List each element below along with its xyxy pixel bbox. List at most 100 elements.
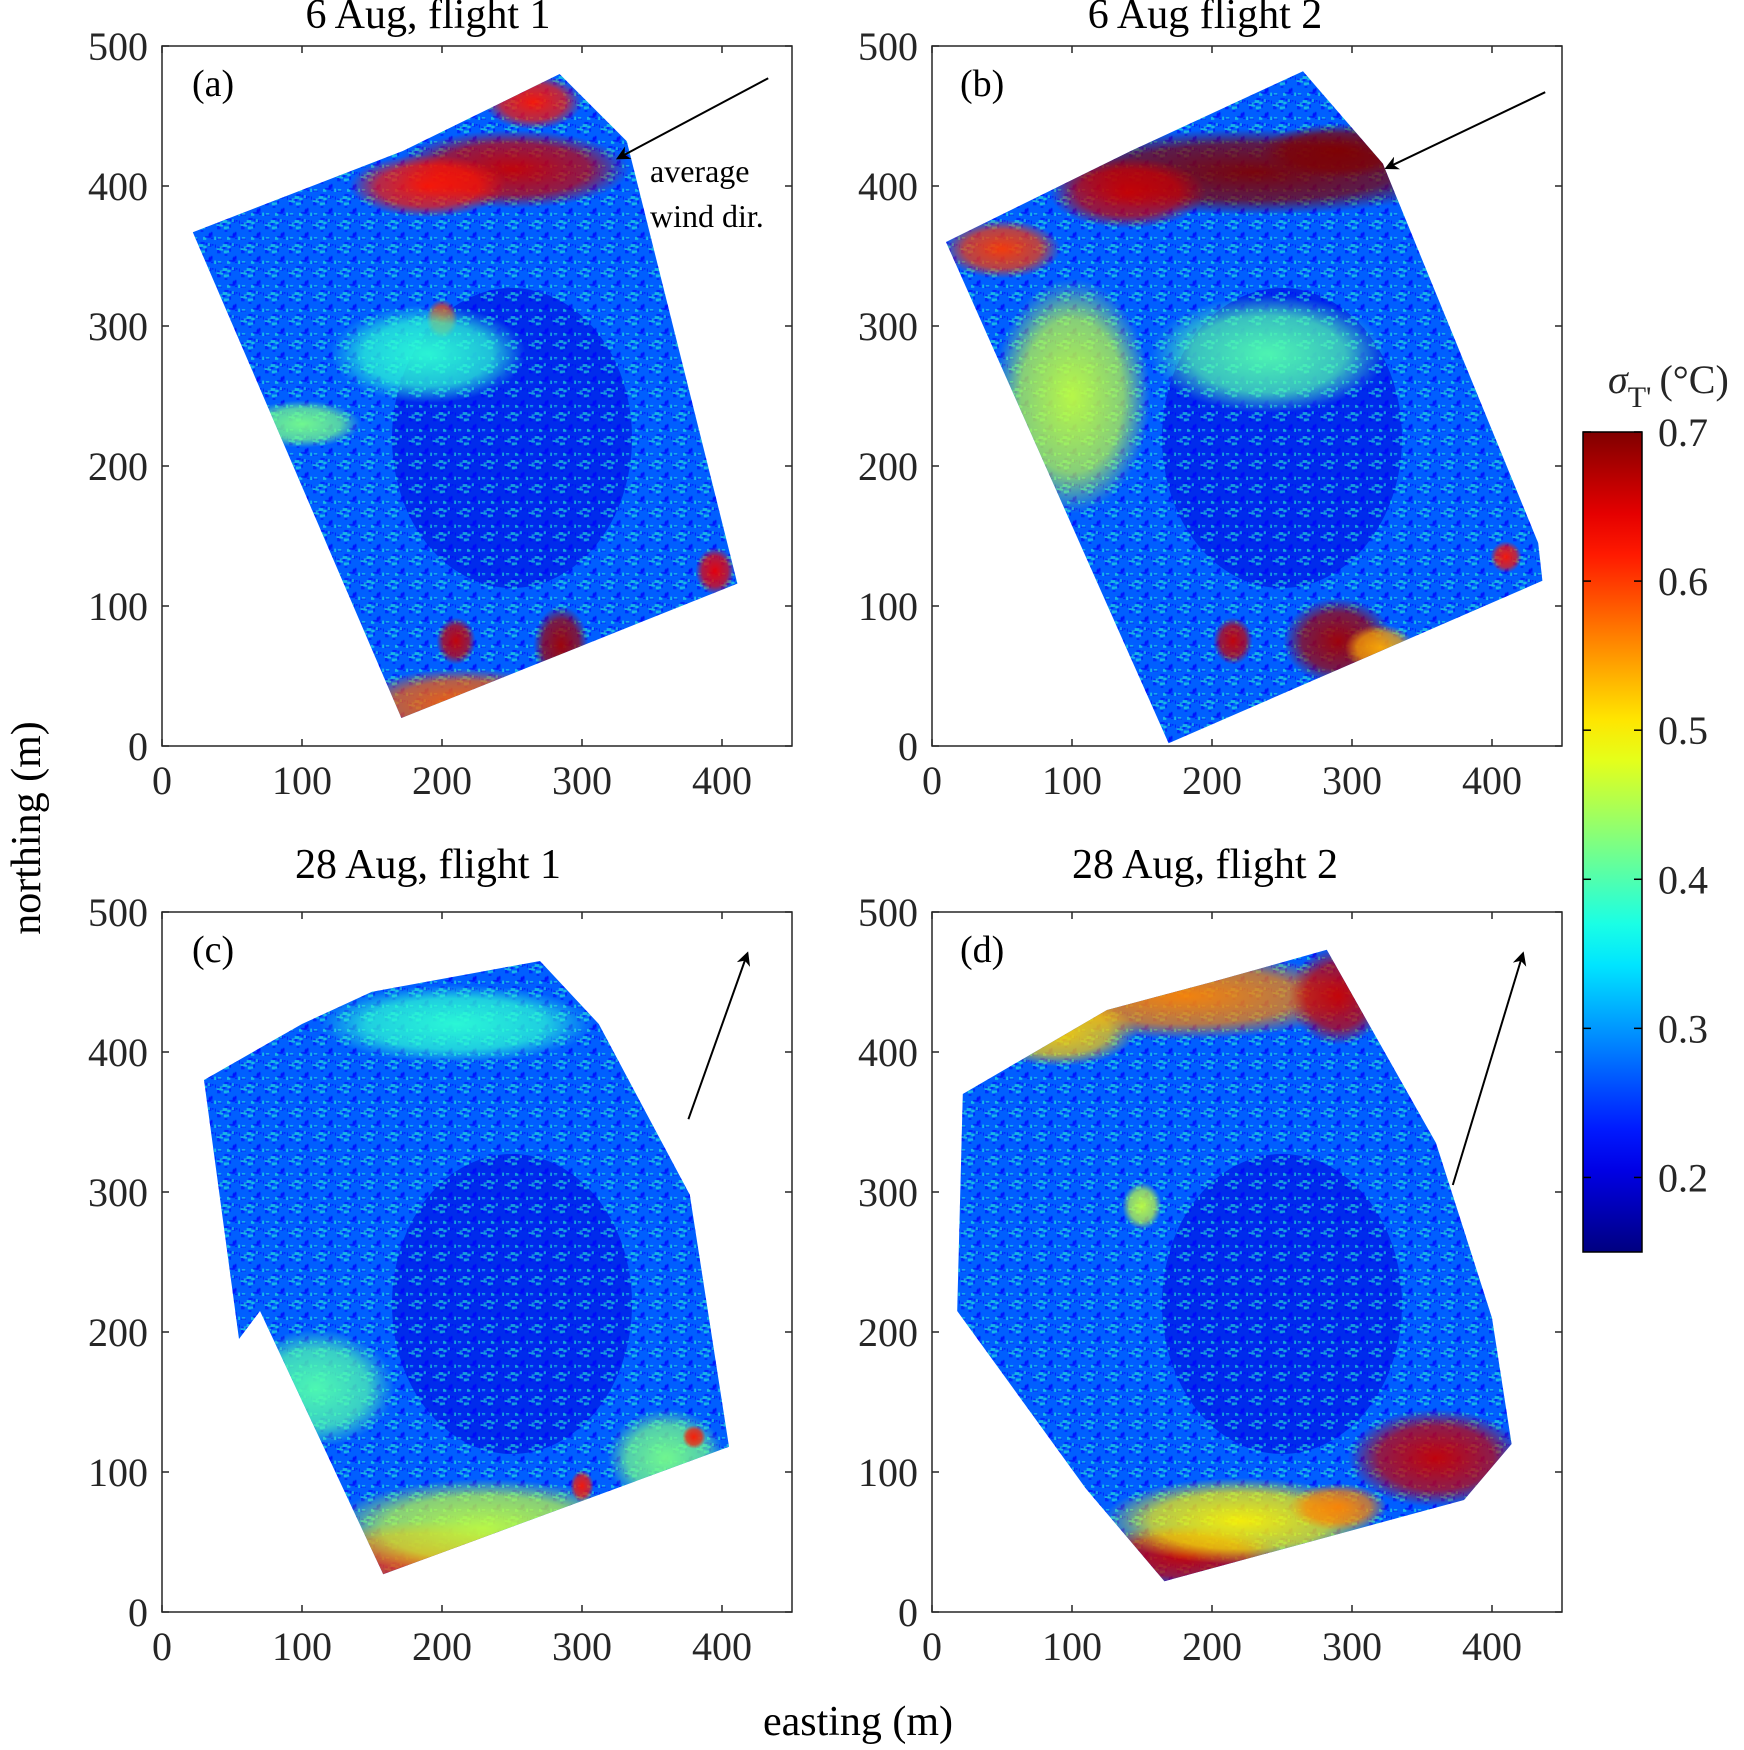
field-feature (1150, 295, 1386, 413)
y-tick-label: 0 (128, 724, 148, 769)
panel-b: 6 Aug flight 2 0 100 200 300 400 0 100 200 300 40… (858, 0, 1563, 803)
panel-letter: (a) (192, 63, 234, 105)
y-tick-label: 100 (88, 1450, 148, 1495)
y-tick-label: 300 (88, 304, 148, 349)
panel-d: 28 Aug, flight 2 0 100 200 300 400 0 100 200 300… (858, 842, 1563, 1669)
y-tick-label: 0 (898, 724, 918, 769)
x-tick-label: 100 (272, 1624, 332, 1669)
colorbar-gradient (1582, 431, 1643, 1253)
y-axis-label: northing (m) (4, 721, 50, 934)
y-tick-label: 100 (88, 584, 148, 629)
axes-box (161, 45, 793, 747)
field-feature (1049, 157, 1207, 229)
y-tick-label: 300 (858, 304, 918, 349)
y-tick-label: 100 (858, 584, 918, 629)
x-tick-label: 200 (1182, 1624, 1242, 1669)
y-tick-label: 200 (88, 444, 148, 489)
y-tick-label: 400 (858, 164, 918, 209)
field-feature (330, 305, 526, 403)
wind-annotation-line2: wind dir. (650, 198, 764, 234)
field-feature (318, 984, 594, 1064)
wind-direction-arrow (1384, 91, 1546, 170)
wind-direction-arrow (615, 77, 769, 160)
x-tick-label: 400 (692, 1624, 752, 1669)
y-tick-label: 500 (88, 890, 148, 935)
y-tick-label: 100 (858, 1450, 918, 1495)
colorbar-unit: (°C) (1659, 357, 1728, 402)
footprint-field (957, 949, 1512, 1582)
colorbar-tick-label: 0.6 (1658, 559, 1708, 604)
axes-box (931, 911, 1563, 1613)
colorbar: σT' (°C) 0.2 0.3 0.4 0.5 0.6 0.7 (1582, 357, 1729, 1253)
x-tick-label: 400 (1462, 1624, 1522, 1669)
field-feature (436, 617, 476, 665)
axes: 0 100 200 300 400 0 100 200 300 400 500 (88, 24, 793, 803)
x-tick-label: 300 (552, 1624, 612, 1669)
wind-direction-arrow (1451, 951, 1527, 1186)
field-feature (1490, 541, 1522, 573)
x-tick-label: 0 (922, 758, 942, 803)
colorbar-tick-label: 0.4 (1658, 857, 1708, 902)
panel-title: 28 Aug, flight 2 (1072, 842, 1338, 888)
field-feature (682, 1425, 706, 1449)
field-feature (1289, 1483, 1387, 1531)
y-tick-label: 300 (858, 1170, 918, 1215)
colorbar-tick-label: 0.3 (1658, 1006, 1708, 1051)
x-tick-label: 300 (552, 758, 612, 803)
y-tick-label: 0 (128, 1590, 148, 1635)
y-tick-label: 400 (858, 1030, 918, 1075)
field-feature (946, 219, 1061, 279)
x-tick-label: 300 (1322, 1624, 1382, 1669)
colorbar-tick-label: 0.5 (1658, 708, 1708, 753)
x-tick-label: 400 (692, 758, 752, 803)
panel-title: 6 Aug flight 2 (1088, 0, 1323, 38)
panel-letter: (d) (960, 929, 1004, 971)
field-feature (349, 154, 507, 218)
field-feature (1122, 1182, 1162, 1230)
colorbar-title: σT' (°C) (1608, 357, 1729, 414)
x-tick-label: 400 (1462, 758, 1522, 803)
x-tick-label: 0 (922, 1624, 942, 1669)
colorbar-tick-label: 0.7 (1658, 410, 1708, 455)
colorbar-tick-label: 0.2 (1658, 1155, 1708, 1200)
x-tick-label: 0 (152, 1624, 172, 1669)
axes: 0 100 200 300 400 0 100 200 300 400 500 (88, 890, 793, 1669)
y-tick-label: 300 (88, 1170, 148, 1215)
x-tick-label: 0 (152, 758, 172, 803)
axes-box (931, 45, 1563, 747)
axes-box (161, 911, 793, 1613)
y-tick-label: 0 (898, 1590, 918, 1635)
colorbar-symbol: σ (1608, 357, 1629, 402)
x-tick-label: 100 (1042, 1624, 1102, 1669)
panel-letter: (c) (192, 929, 234, 971)
x-tick-label: 200 (412, 1624, 472, 1669)
axes: 0 100 200 300 400 0 100 200 300 400 500 (858, 890, 1563, 1669)
panel-c: 28 Aug, flight 1 0 100 200 300 400 0 100 200 300… (88, 842, 793, 1669)
x-tick-label: 300 (1322, 758, 1382, 803)
panel-title: 28 Aug, flight 1 (295, 842, 561, 888)
footprint-layer (957, 949, 1512, 1582)
wind-direction-arrow (687, 951, 751, 1120)
x-tick-label: 100 (1042, 758, 1102, 803)
y-tick-label: 400 (88, 164, 148, 209)
field-feature (1213, 617, 1253, 665)
panel-title: 6 Aug, flight 1 (305, 0, 550, 38)
y-tick-label: 400 (88, 1030, 148, 1075)
y-tick-label: 500 (858, 24, 918, 69)
y-tick-label: 500 (88, 24, 148, 69)
panel-a: 6 Aug, flight 1 0 100 200 300 400 0 100 200 300 4… (88, 0, 793, 803)
panel-letter: (b) (960, 63, 1004, 105)
wind-annotation-line1: average (650, 153, 749, 189)
x-tick-label: 200 (412, 758, 472, 803)
y-tick-label: 200 (858, 444, 918, 489)
axes: 0 100 200 300 400 0 100 200 300 400 500 (858, 24, 1563, 803)
y-tick-label: 500 (858, 890, 918, 935)
colorbar-subscript: T' (1628, 381, 1652, 414)
x-tick-label: 100 (272, 758, 332, 803)
y-tick-label: 200 (88, 1310, 148, 1355)
field-feature (695, 547, 735, 595)
x-axis-label: easting (m) (763, 1699, 953, 1745)
y-tick-label: 200 (858, 1310, 918, 1355)
colorbar-ticks: 0.2 0.3 0.4 0.5 0.6 0.7 (1583, 410, 1708, 1200)
